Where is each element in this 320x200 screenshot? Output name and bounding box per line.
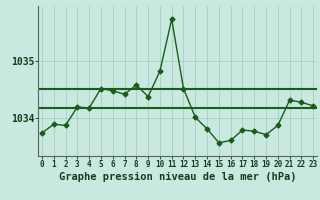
X-axis label: Graphe pression niveau de la mer (hPa): Graphe pression niveau de la mer (hPa) — [59, 172, 296, 182]
